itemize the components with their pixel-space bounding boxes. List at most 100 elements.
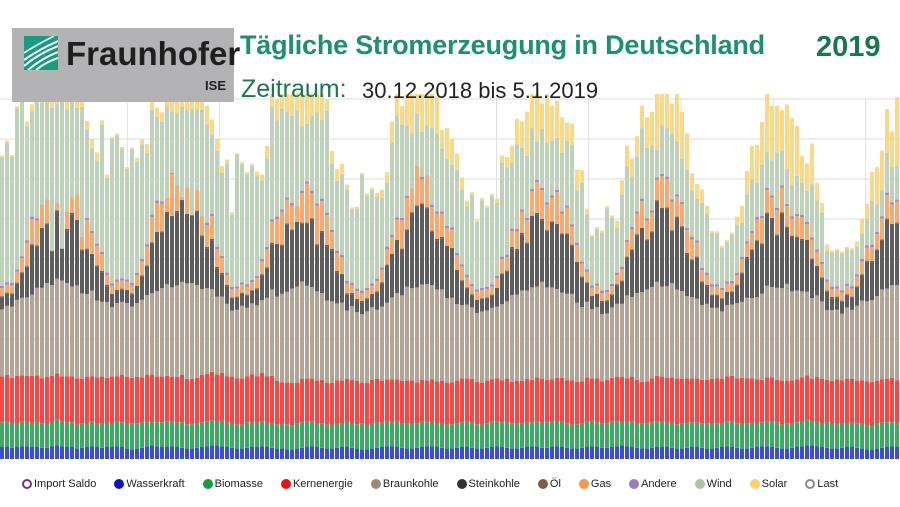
legend-item[interactable]: Kernenergie: [280, 478, 353, 490]
bar-segment-oel: [215, 267, 219, 269]
bar-segment-solar: [895, 97, 899, 166]
legend-item[interactable]: Wind: [694, 478, 732, 490]
bar-segment-solar: [875, 167, 879, 205]
bar-segment-wind: [335, 181, 339, 251]
bar-segment-biomasse: [115, 421, 119, 447]
bar-segment-wasserkraft: [345, 447, 349, 459]
bar-segment-kernenergie: [835, 379, 839, 423]
bar-segment-wasserkraft: [850, 447, 854, 459]
bar-segment-braunkohle: [440, 289, 444, 381]
bar-segment-biomasse: [425, 422, 429, 447]
bar-segment-braunkohle: [560, 292, 564, 378]
bar-segment-wind: [600, 232, 604, 291]
bar-segment-kernenergie: [685, 378, 689, 424]
bar-segment-biomasse: [35, 422, 39, 447]
bar-segment-andere: [575, 242, 579, 245]
bar-segment-oel: [795, 236, 799, 238]
bar-segment-braunkohle: [640, 292, 644, 382]
bar-segment-wasserkraft: [55, 445, 59, 459]
bar-segment-oel: [850, 296, 854, 298]
bar-segment-oel: [210, 239, 214, 241]
legend-item[interactable]: Last: [805, 478, 838, 490]
bar-segment-braunkohle: [605, 313, 609, 380]
legend-label: Braunkohle: [382, 478, 439, 490]
bar-segment-kernenergie: [515, 381, 519, 424]
legend-item[interactable]: Steinkohle: [456, 478, 520, 490]
bar-segment-braunkohle: [875, 296, 879, 381]
bar-segment-gas: [535, 182, 539, 213]
bar-segment-wind: [250, 165, 254, 280]
bar-segment-kernenergie: [390, 379, 394, 423]
bar-segment-oel: [195, 210, 199, 212]
bar-segment-braunkohle: [40, 287, 44, 379]
bar-segment-andere: [860, 259, 864, 262]
bar-segment-braunkohle: [720, 311, 724, 379]
bar-segment-braunkohle: [735, 303, 739, 379]
legend-item[interactable]: Gas: [578, 478, 611, 490]
bar-segment-wasserkraft: [710, 448, 714, 459]
legend-item[interactable]: Import Saldo: [22, 478, 96, 490]
bar-segment-wasserkraft: [515, 448, 519, 459]
bar-segment-solar: [460, 177, 464, 190]
bar-segment-solar: [370, 187, 374, 190]
bar-segment-solar: [770, 105, 774, 161]
legend-item[interactable]: Braunkohle: [370, 478, 439, 490]
bar-segment-wind: [325, 110, 329, 213]
bar-segment-andere: [85, 217, 89, 221]
bar-segment-biomasse: [350, 423, 354, 448]
bar-segment-biomasse: [375, 422, 379, 448]
bar-segment-biomasse: [785, 423, 789, 449]
bar-segment-wind: [65, 94, 69, 212]
bar-segment-wasserkraft: [220, 446, 224, 459]
bar-segment-wasserkraft: [305, 447, 309, 459]
legend-item[interactable]: Öl: [537, 478, 561, 490]
bar-segment-wasserkraft: [85, 447, 89, 459]
legend-item[interactable]: Biomasse: [202, 478, 263, 490]
bar-segment-kernenergie: [550, 379, 554, 422]
bar-segment-biomasse: [405, 423, 409, 449]
bar-segment-wasserkraft: [750, 447, 754, 459]
bar-segment-biomasse: [735, 423, 739, 448]
bar-segment-gas: [665, 179, 669, 208]
bar-segment-kernenergie: [365, 383, 369, 425]
bar-segment-gas: [545, 204, 549, 231]
bar-segment-andere: [215, 246, 219, 249]
bar-segment-oel: [860, 274, 864, 276]
bar-segment-wasserkraft: [660, 447, 664, 459]
bar-segment-andere: [535, 179, 539, 183]
bar-segment-gas: [645, 220, 649, 240]
bar-segment-braunkohle: [595, 307, 599, 379]
bar-segment-solar: [870, 171, 874, 201]
bar-segment-gas: [30, 219, 34, 245]
legend-item[interactable]: Wasserkraft: [114, 478, 185, 490]
bar-segment-oel: [55, 210, 59, 212]
bar-segment-kernenergie: [60, 376, 64, 422]
bar-segment-steinkohle: [590, 297, 594, 309]
bar-segment-braunkohle: [665, 286, 669, 378]
bar-segment-wind: [430, 107, 434, 205]
bar-segment-braunkohle: [800, 291, 804, 378]
bar-segment-biomasse: [55, 419, 59, 446]
bar-segment-gas: [580, 263, 584, 277]
bar-segment-gas: [5, 284, 9, 293]
bar-segment-kernenergie: [755, 379, 759, 423]
bar-segment-solar: [575, 169, 579, 191]
bar-segment-gas: [340, 257, 344, 274]
bar-segment-andere: [730, 281, 734, 284]
bar-segment-wasserkraft: [895, 447, 899, 459]
legend-item[interactable]: Andere: [629, 478, 677, 490]
bar-segment-kernenergie: [355, 381, 359, 425]
bar-segment-gas: [720, 290, 724, 299]
bar-segment-biomasse: [685, 423, 689, 448]
bar-segment-andere: [870, 244, 874, 247]
bar-segment-andere: [780, 185, 784, 188]
bar-segment-gas: [775, 210, 779, 235]
bar-segment-steinkohle: [440, 238, 444, 290]
bar-segment-wasserkraft: [695, 447, 699, 459]
bar-segment-oel: [610, 294, 614, 296]
bar-segment-andere: [275, 216, 279, 219]
bar-segment-steinkohle: [220, 274, 224, 297]
legend-label: Öl: [549, 478, 561, 490]
legend-item[interactable]: Solar: [749, 478, 787, 490]
bar-segment-wind: [840, 253, 844, 291]
